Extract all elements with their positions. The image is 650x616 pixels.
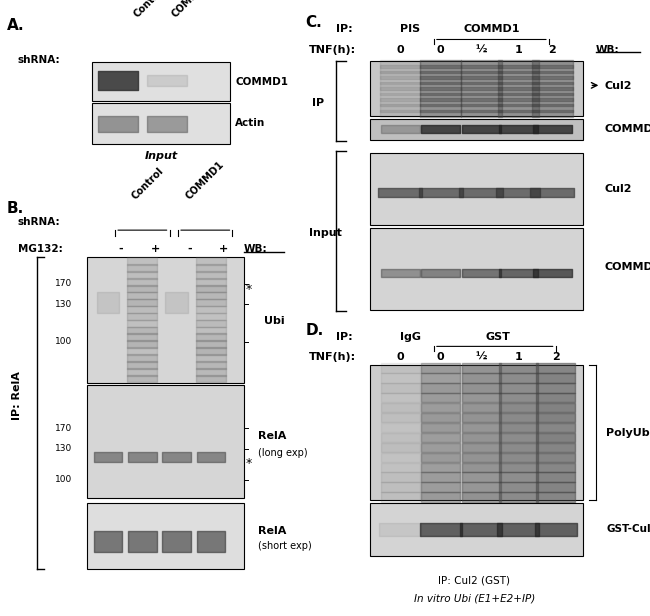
Text: 100: 100 — [55, 476, 72, 484]
Bar — [370, 365, 582, 500]
Bar — [370, 503, 582, 556]
Text: Cul2: Cul2 — [604, 81, 632, 91]
Text: 170: 170 — [55, 424, 72, 433]
Text: Input: Input — [144, 152, 177, 161]
Text: Actin: Actin — [235, 118, 266, 128]
Text: ½: ½ — [476, 45, 487, 55]
Bar — [86, 385, 244, 498]
Text: 2: 2 — [549, 45, 556, 55]
Text: WB:: WB: — [596, 45, 620, 55]
Text: COMMD1: COMMD1 — [463, 25, 519, 34]
Text: IP: IP — [312, 98, 324, 108]
Text: TNF(h):: TNF(h): — [309, 352, 356, 362]
Bar — [86, 257, 244, 383]
Text: Control: Control — [133, 0, 168, 20]
Text: PolyUbi: PolyUbi — [606, 428, 650, 437]
Text: COMMD1: COMMD1 — [604, 262, 650, 272]
Text: GST-Cul2: GST-Cul2 — [606, 524, 650, 535]
Text: -: - — [187, 244, 192, 254]
Text: 0: 0 — [396, 45, 404, 55]
Bar — [370, 60, 582, 116]
Text: 0: 0 — [437, 45, 445, 55]
Text: WB:: WB: — [244, 244, 268, 254]
Text: 100: 100 — [55, 337, 72, 346]
Text: 0: 0 — [396, 352, 404, 362]
Text: RelA: RelA — [258, 431, 287, 442]
Text: shRNA:: shRNA: — [18, 217, 60, 227]
Text: In vitro Ubi (E1+E2+IP): In vitro Ubi (E1+E2+IP) — [414, 593, 535, 603]
Text: COMMD1: COMMD1 — [235, 76, 289, 87]
Text: COMMD1: COMMD1 — [170, 0, 212, 20]
Text: 170: 170 — [55, 279, 72, 288]
Text: ½: ½ — [476, 352, 487, 362]
Text: 1: 1 — [515, 45, 523, 55]
Text: TNF(h):: TNF(h): — [309, 45, 356, 55]
Text: +: + — [219, 244, 229, 254]
Bar — [370, 153, 582, 225]
Text: RelA: RelA — [258, 527, 287, 537]
Bar — [92, 103, 229, 144]
Text: PIS: PIS — [400, 25, 421, 34]
Text: 130: 130 — [55, 444, 72, 453]
Text: COMMD1: COMMD1 — [604, 124, 650, 134]
Text: IP:: IP: — [336, 332, 352, 342]
Text: IgG: IgG — [400, 332, 421, 342]
Text: B.: B. — [6, 201, 24, 216]
Text: *: * — [245, 457, 252, 470]
Text: shRNA:: shRNA: — [18, 55, 60, 65]
Text: IP: Cul2 (GST): IP: Cul2 (GST) — [439, 576, 510, 586]
Text: C.: C. — [306, 15, 322, 30]
Text: +: + — [151, 244, 160, 254]
Text: D.: D. — [306, 323, 324, 338]
Text: -: - — [118, 244, 124, 254]
Text: *: * — [245, 283, 252, 296]
Text: MG132:: MG132: — [18, 244, 62, 254]
Bar — [370, 118, 582, 140]
Text: A.: A. — [6, 18, 24, 33]
Text: GST: GST — [486, 332, 511, 342]
Text: (short exp): (short exp) — [258, 541, 312, 551]
Bar — [92, 62, 229, 101]
Text: (long exp): (long exp) — [258, 448, 308, 458]
Text: Ubi: Ubi — [264, 316, 285, 326]
Text: COMMD1: COMMD1 — [184, 159, 226, 201]
Text: Input: Input — [309, 228, 342, 238]
Text: IP: RelA: IP: RelA — [12, 371, 22, 419]
Bar — [86, 503, 244, 569]
Bar — [370, 228, 582, 310]
Text: IP:: IP: — [336, 25, 352, 34]
Text: Cul2: Cul2 — [604, 184, 632, 194]
Text: Control: Control — [129, 166, 165, 201]
Text: 2: 2 — [552, 352, 560, 362]
Text: 1: 1 — [515, 352, 523, 362]
Text: 0: 0 — [437, 352, 445, 362]
Text: 130: 130 — [55, 300, 72, 309]
